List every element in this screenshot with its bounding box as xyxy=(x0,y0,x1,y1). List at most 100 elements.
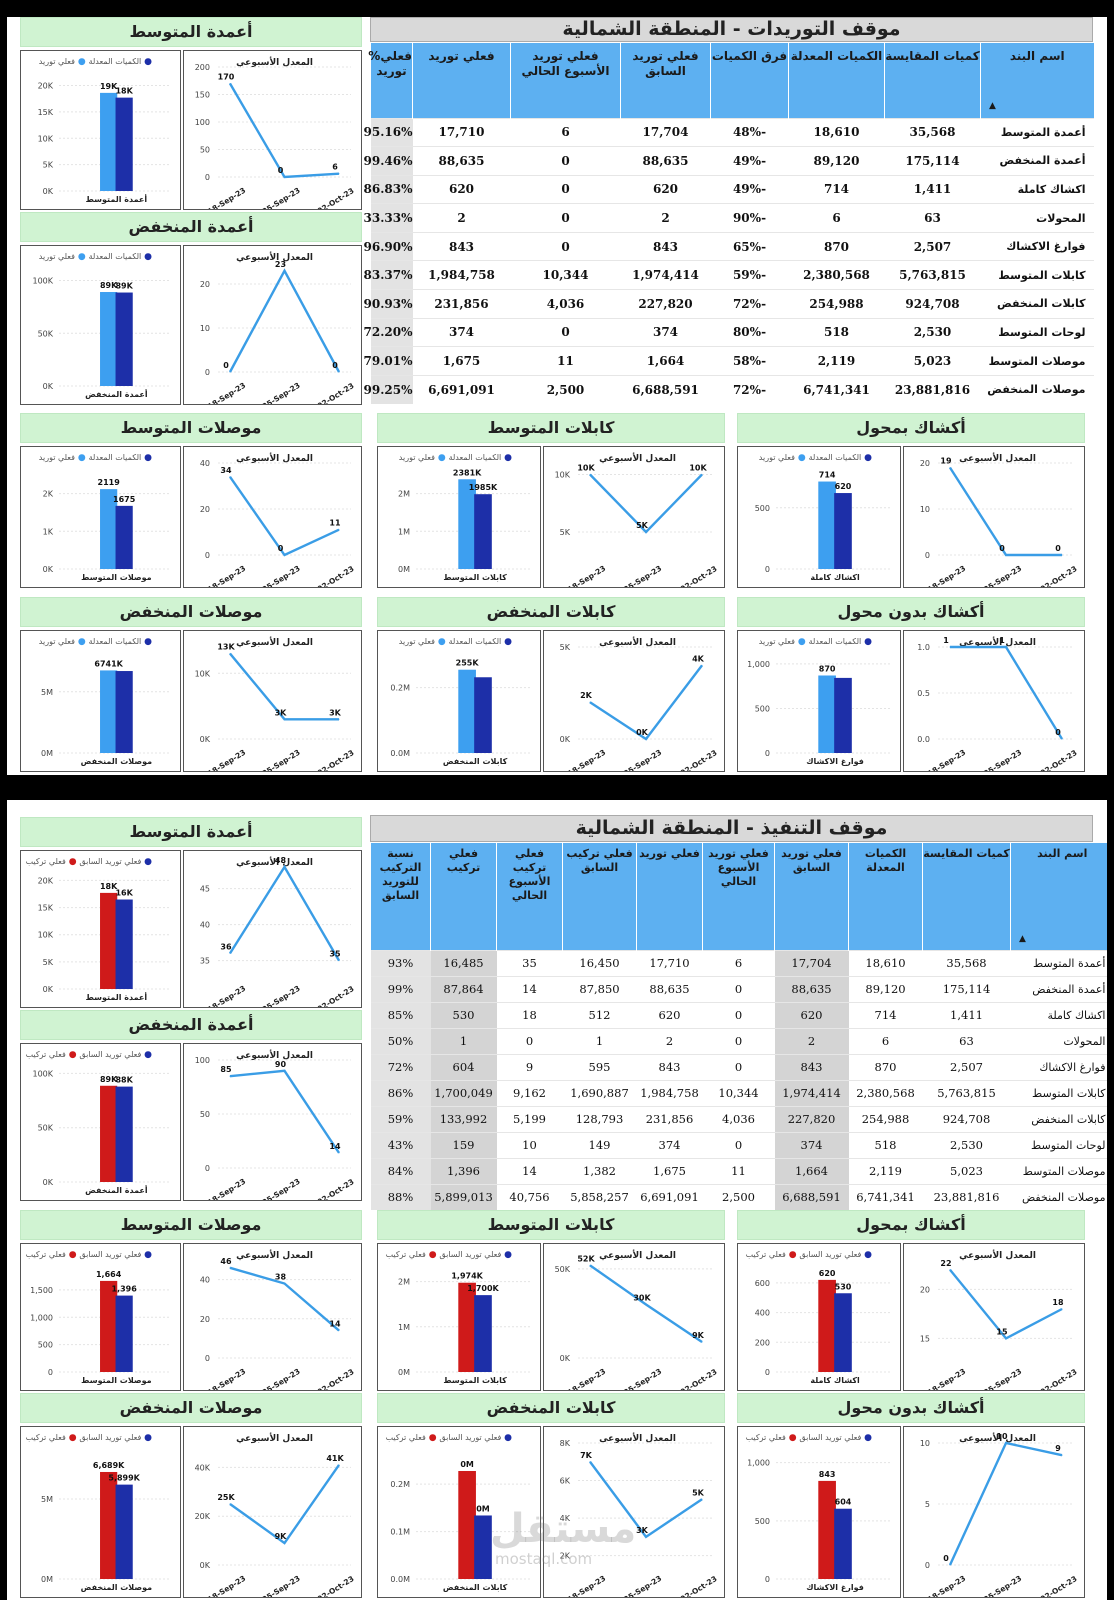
line-point xyxy=(229,476,231,478)
group-title: أكشاك بدون محول xyxy=(737,597,1085,627)
table-row: لوحات المتوسط 2,530 518 -80% 374 0 374 72.20% xyxy=(364,317,1094,347)
line-chart: المعدل الأسبوعي 0 5 10 0 10 9 18-Sep-23 25-Sep-2… xyxy=(903,1426,1085,1598)
column-header[interactable]: فعلي تركيب xyxy=(430,843,497,950)
row-item-name: موصلات المنخفض xyxy=(980,374,1094,404)
column-header[interactable]: اسم البند ▲ xyxy=(980,43,1094,118)
x-tick-label: 02-Oct-23 xyxy=(316,748,356,771)
row-item-name: اكشاك كاملة xyxy=(1010,1001,1107,1028)
line-point xyxy=(1061,1308,1063,1310)
line-chart-svg: المعدل الأسبوعي 0 50 100 85 90 14 18-Sep-23 25-S… xyxy=(195,1049,356,1200)
y-tick-label: 0 xyxy=(925,1561,930,1570)
x-tick-label: 25-Sep-23 xyxy=(261,748,302,771)
column-header[interactable]: فعلي توريد الأسبوع الحالي xyxy=(702,843,775,950)
table-cell: 79.01% xyxy=(364,346,413,376)
table-header-row: اسم البند ▲ كميات المقايسة الكميات المعدلة ف… xyxy=(368,43,1094,118)
table-cell: 43% xyxy=(370,1131,431,1158)
column-header[interactable]: اسم البند ▲ xyxy=(1010,843,1107,950)
line-point xyxy=(949,646,951,648)
legend-item-1: الكميات المعدلة xyxy=(449,637,502,646)
column-header-label: الكميات المعدلة xyxy=(790,49,883,63)
table-cell: 5,023 xyxy=(884,346,981,376)
bar-data-label-2: 620 xyxy=(835,482,852,491)
bar-chart-svg: فعلي توريد السابق ● فعلي تركيب ● 0 500 1,00… xyxy=(746,1433,890,1592)
column-header[interactable]: فعلي تركيب السابق xyxy=(562,843,637,950)
column-header[interactable]: الكميات المعدلة xyxy=(848,843,923,950)
table-cell: 254,988 xyxy=(788,289,885,319)
x-tick-label: 25-Sep-23 xyxy=(261,381,302,404)
line-chart: المعدل الأسبوعي 35 40 45 36 48 35 18-Sep-23 25-S… xyxy=(183,850,362,1008)
table-cell: 88,635 xyxy=(636,975,703,1002)
line-point xyxy=(338,718,340,720)
y-tick-label: 40 xyxy=(200,459,210,468)
x-tick-label: 25-Sep-23 xyxy=(982,1574,1023,1597)
table-cell: 93% xyxy=(370,949,431,976)
bar-category-label: كابلات المنخفض xyxy=(443,757,508,767)
table-row: لوحات المتوسط 2,530 518 374 0 374 149 10 159 43% xyxy=(370,1131,1107,1158)
row-item-name: لوحات المتوسط xyxy=(980,317,1094,347)
line-data-label: 38 xyxy=(275,1273,287,1282)
line-data-label: 0 xyxy=(1055,728,1061,737)
line-data-label: 36 xyxy=(220,942,232,951)
table-cell: 85% xyxy=(370,1001,431,1028)
bar-category-label: كابلات المتوسط xyxy=(443,573,507,582)
line-chart-svg: المعدل الأسبوعي 0 5 10 0 10 9 18-Sep-23 25-Sep-2… xyxy=(920,1432,1079,1597)
y-tick-label: 5K xyxy=(43,958,54,967)
bar-legend: الكميات المعدلة ● فعلي توريد ● xyxy=(759,453,872,463)
column-header[interactable]: فعلي توريد السابق xyxy=(620,43,711,118)
x-tick-label: 25-Sep-23 xyxy=(261,984,302,1007)
y-tick-label: 100K xyxy=(32,277,53,286)
x-tick-label: 02-Oct-23 xyxy=(316,381,356,404)
table-cell: 1,664 xyxy=(620,346,711,376)
table-cell: 84% xyxy=(370,1157,431,1184)
table-row: موصلات المنخفض 23,881,816 6,741,341 -72% 6,6… xyxy=(364,374,1094,404)
column-header[interactable]: كميات المقايسة xyxy=(922,843,1011,950)
y-tick-label: 40 xyxy=(200,921,210,930)
bar-chart: الكميات المعدلة ● فعلي توريد ● 0M 5M 6741K م… xyxy=(20,630,181,772)
column-header[interactable]: نسبة التركيب للتوريد السابق xyxy=(370,843,431,950)
table-cell: 254,988 xyxy=(848,1105,923,1132)
bar-category-label: اكشاك كاملة xyxy=(810,573,860,582)
table-cell: 1 xyxy=(430,1027,497,1054)
y-tick-label: 35 xyxy=(200,957,210,966)
column-header[interactable]: فعلي توريد الأسبوع الحالي xyxy=(510,43,621,118)
line-chart-title: المعدل الأسبوعي xyxy=(236,856,313,868)
column-header[interactable]: فعلي% توريد xyxy=(368,43,413,118)
y-tick-label: 10K xyxy=(195,669,211,678)
sort-arrow-icon[interactable]: ▲ xyxy=(989,100,996,111)
bar-category-label: فوارغ الاكشاك xyxy=(806,1583,864,1592)
legend-item-1: الكميات المعدلة xyxy=(89,57,142,66)
table-cell: 2,530 xyxy=(884,317,981,347)
y-tick-label: 50K xyxy=(555,1265,571,1274)
table-cell: -49% xyxy=(710,174,789,204)
bar-chart: فعلي توريد السابق ● فعلي تركيب ● 0M 1M 2M 1,… xyxy=(377,1243,541,1391)
table-cell: 0 xyxy=(702,1131,775,1158)
line-point xyxy=(1061,1454,1063,1456)
y-tick-label: 10K xyxy=(38,134,54,143)
column-header[interactable]: فرق الكميات xyxy=(710,43,789,118)
group-title: أكشاك بمحول xyxy=(737,413,1085,443)
sort-arrow-icon[interactable]: ▲ xyxy=(1019,933,1026,944)
table-cell: -90% xyxy=(710,203,789,233)
line-point xyxy=(701,1498,703,1500)
column-header[interactable]: فعلي توريد السابق xyxy=(774,843,849,950)
bar-legend: فعلي توريد السابق ● فعلي تركيب ● xyxy=(26,857,153,867)
bar-chart: الكميات المعدلة ● فعلي توريد ● 0 500 714 620… xyxy=(737,446,901,588)
bar-legend: فعلي توريد السابق ● فعلي تركيب ● xyxy=(386,1250,513,1260)
column-header[interactable]: فعلي تركيب الأسبوع الحالي xyxy=(496,843,563,950)
table-cell: -72% xyxy=(710,289,789,319)
line-data-label: 7K xyxy=(580,1451,593,1460)
y-tick-label: 0M xyxy=(41,1575,53,1584)
bar-1 xyxy=(818,675,836,753)
y-tick-label: 0.0M xyxy=(390,749,410,758)
table-cell: 89,120 xyxy=(848,975,923,1002)
y-tick-label: 0K xyxy=(43,985,54,994)
column-header[interactable]: كميات المقايسة xyxy=(884,43,981,118)
column-header[interactable]: الكميات المعدلة xyxy=(788,43,885,118)
bar-chart-svg: الكميات المعدلة ● فعلي توريد ● 0M 5M 6741K م… xyxy=(39,637,170,767)
column-header[interactable]: فعلي توريد xyxy=(412,43,511,118)
execution-dashboard: موقف التنفيذ - المنطقة الشمالية اسم البند… xyxy=(7,800,1107,1600)
legend-dot-1: ● xyxy=(426,1433,440,1443)
column-header[interactable]: فعلي توريد xyxy=(636,843,703,950)
y-tick-label: 20 xyxy=(920,459,930,468)
table-cell: 2,507 xyxy=(884,231,981,261)
